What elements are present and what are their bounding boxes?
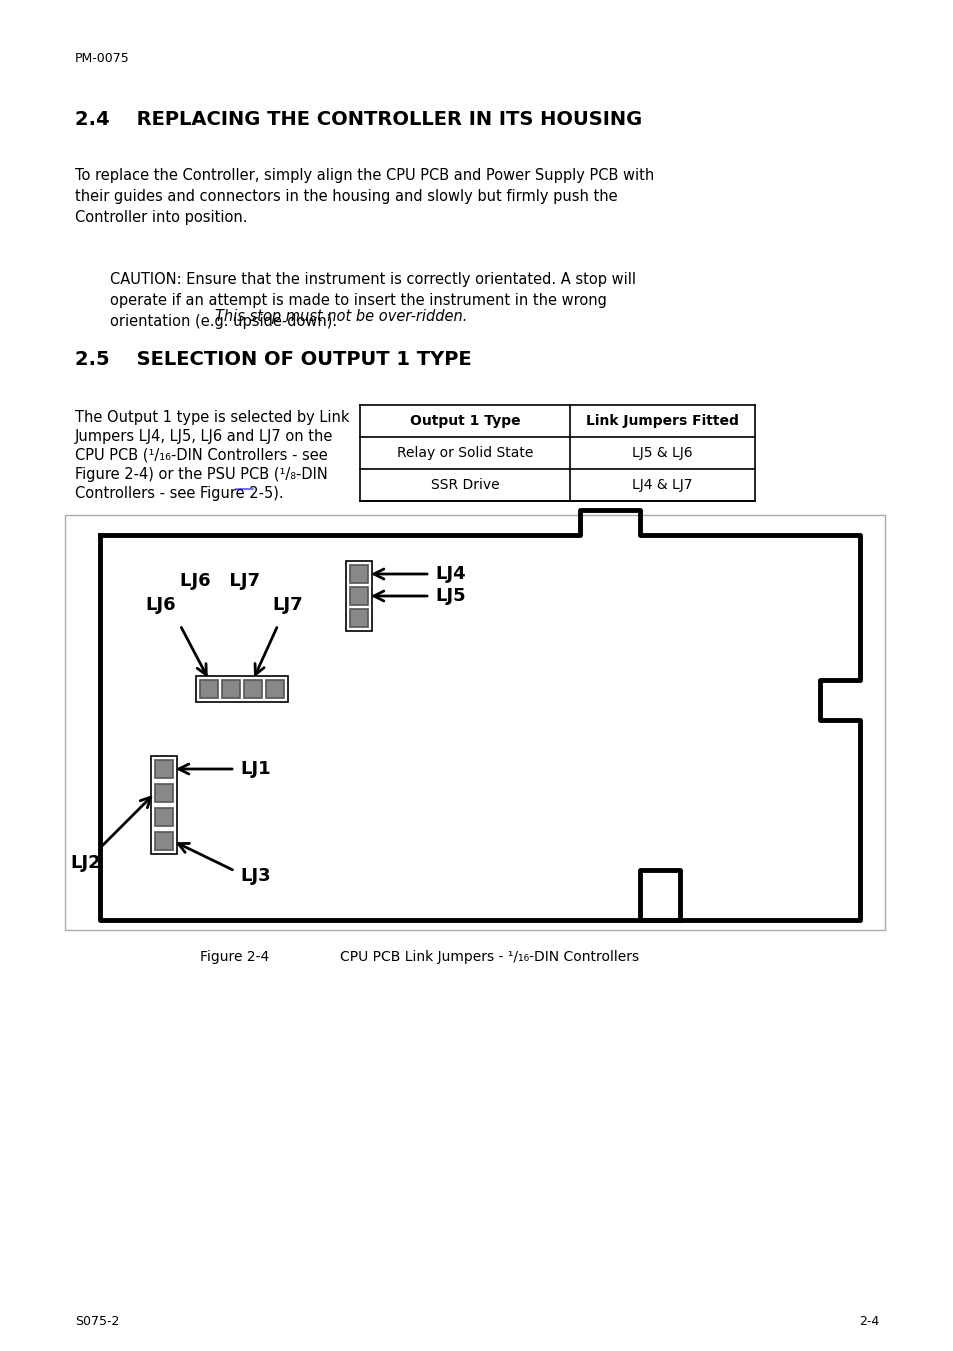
Bar (154, 832, 172, 850)
Text: LJ4 & LJ7: LJ4 & LJ7 (632, 478, 692, 492)
Text: LJ7: LJ7 (272, 596, 302, 613)
Bar (350, 609, 368, 627)
Text: LJ2: LJ2 (70, 854, 100, 871)
Text: LJ4: LJ4 (435, 565, 465, 584)
Text: LJ5: LJ5 (435, 586, 465, 605)
Text: This stop must not be over-ridden.: This stop must not be over-ridden. (214, 309, 467, 324)
Text: S075-2: S075-2 (75, 1315, 119, 1328)
Text: Link Jumpers Fitted: Link Jumpers Fitted (585, 413, 739, 428)
Text: Relay or Solid State: Relay or Solid State (396, 446, 533, 459)
Text: LJ5 & LJ6: LJ5 & LJ6 (632, 446, 692, 459)
Bar (154, 761, 172, 778)
Text: LJ6: LJ6 (145, 596, 175, 613)
Bar (151, 757, 177, 854)
Text: 2-4: 2-4 (858, 1315, 878, 1328)
Bar (154, 808, 172, 825)
Bar (350, 565, 368, 584)
Text: LJ3: LJ3 (240, 867, 271, 885)
Bar (65, 515, 884, 929)
Text: 2.4    REPLACING THE CONTROLLER IN ITS HOUSING: 2.4 REPLACING THE CONTROLLER IN ITS HOUS… (75, 109, 641, 128)
Text: Jumpers LJ4, LJ5, LJ6 and LJ7 on the: Jumpers LJ4, LJ5, LJ6 and LJ7 on the (75, 430, 333, 444)
Bar (346, 561, 372, 631)
Text: CPU PCB Link Jumpers - ¹/₁₆-DIN Controllers: CPU PCB Link Jumpers - ¹/₁₆-DIN Controll… (339, 950, 639, 965)
Text: Figure 2-4: Figure 2-4 (200, 950, 269, 965)
Text: SSR Drive: SSR Drive (430, 478, 498, 492)
Bar (200, 680, 218, 698)
Bar (266, 680, 284, 698)
Text: Output 1 Type: Output 1 Type (409, 413, 519, 428)
Text: LJ6   LJ7: LJ6 LJ7 (180, 571, 260, 590)
Bar (350, 586, 368, 605)
Bar (195, 676, 288, 703)
Text: PM-0075: PM-0075 (75, 51, 130, 65)
Text: Controllers - see Figure 2-5).: Controllers - see Figure 2-5). (75, 486, 283, 501)
Text: The Output 1 type is selected by Link: The Output 1 type is selected by Link (75, 409, 349, 426)
Text: CAUTION: Ensure that the instrument is correctly orientated. A stop will
operate: CAUTION: Ensure that the instrument is c… (110, 272, 636, 330)
Text: LJ1: LJ1 (240, 761, 271, 778)
Bar (222, 680, 240, 698)
Text: To replace the Controller, simply align the CPU PCB and Power Supply PCB with
th: To replace the Controller, simply align … (75, 168, 654, 226)
Text: 2.5    SELECTION OF OUTPUT 1 TYPE: 2.5 SELECTION OF OUTPUT 1 TYPE (75, 350, 471, 369)
Text: Figure 2-4) or the PSU PCB (¹/₈-DIN: Figure 2-4) or the PSU PCB (¹/₈-DIN (75, 467, 328, 482)
Bar (244, 680, 262, 698)
Bar (154, 784, 172, 802)
Text: CPU PCB (¹/₁₆-DIN Controllers - see: CPU PCB (¹/₁₆-DIN Controllers - see (75, 449, 328, 463)
